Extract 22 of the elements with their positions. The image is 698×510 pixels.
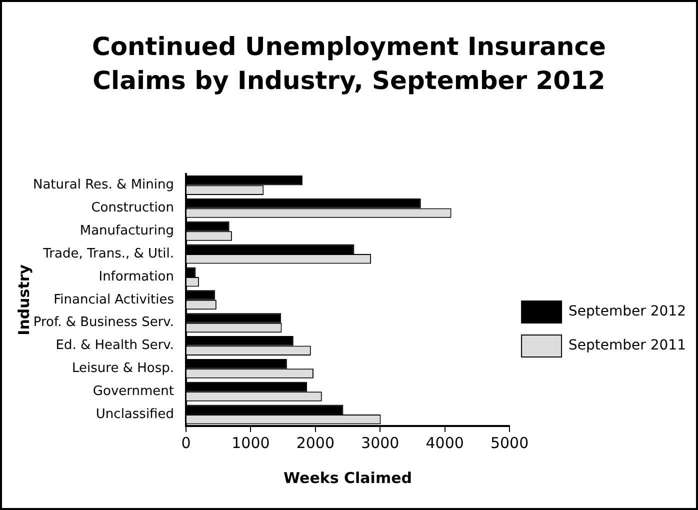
y-tick-label: Unclassified bbox=[96, 406, 174, 422]
x-tick-label: 4000 bbox=[426, 434, 464, 452]
legend-label: September 2011 bbox=[568, 338, 686, 354]
chart-title: Continued Unemployment Insurance Claims by Industry, September 2012 bbox=[90, 31, 608, 97]
y-tick-label: Leisure & Hosp. bbox=[72, 361, 174, 376]
y-tick-label: Trade, Trans., & Util. bbox=[42, 246, 174, 262]
y-tick-label: Ed. & Health Serv. bbox=[56, 338, 174, 354]
y-tick-label: Government bbox=[92, 384, 174, 399]
y-tick-label: Construction bbox=[91, 200, 174, 216]
y-tick-label: Prof. & Business Serv. bbox=[33, 315, 174, 330]
y-tick-label: Manufacturing bbox=[80, 223, 174, 238]
y-tick-label: Natural Res. & Mining bbox=[32, 178, 174, 193]
x-tick-label: 1000 bbox=[232, 434, 270, 452]
legend-label: September 2012 bbox=[568, 304, 686, 320]
x-tick-label: 2000 bbox=[296, 434, 335, 452]
y-tick-label: Information bbox=[98, 269, 174, 284]
y-tick-label: Financial Activities bbox=[54, 292, 174, 308]
x-tick-label: 5000 bbox=[490, 434, 529, 452]
x-tick-label: 3000 bbox=[361, 434, 400, 452]
y-axis-title: Industry bbox=[14, 264, 33, 336]
x-tick-label: 0 bbox=[181, 434, 191, 452]
x-axis-title: Weeks Claimed bbox=[284, 468, 412, 487]
